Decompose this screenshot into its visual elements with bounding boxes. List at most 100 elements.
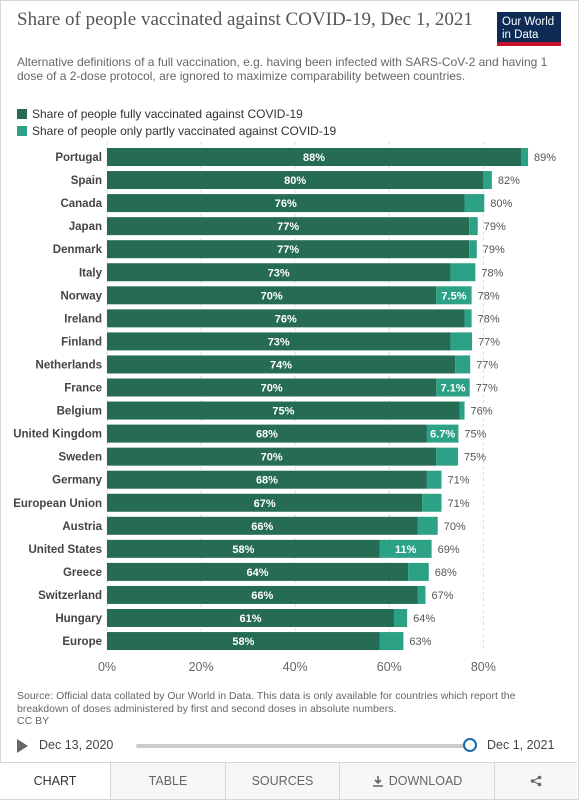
owid-logo[interactable]: Our World in Data — [497, 12, 561, 46]
category-label: Norway — [60, 290, 102, 302]
bar-partly-vaccinated — [469, 240, 477, 259]
bar-fully-vaccinated — [107, 309, 465, 328]
data-label-full: 73% — [268, 336, 290, 348]
data-label-full: 68% — [256, 429, 278, 441]
data-label-full: 88% — [303, 152, 325, 164]
bar-partly-vaccinated — [426, 470, 442, 489]
data-label-total: 78% — [478, 290, 500, 302]
timeline-end-date: Dec 1, 2021 — [487, 738, 555, 752]
download-label: DOWNLOAD — [388, 774, 463, 788]
bar-fully-vaccinated — [107, 378, 437, 397]
play-icon[interactable] — [17, 739, 28, 753]
data-label-full: 70% — [261, 290, 283, 302]
data-label-full: 67% — [254, 498, 276, 510]
share-button[interactable] — [495, 763, 577, 799]
data-label-full: 64% — [247, 567, 269, 579]
chart-subtitle: Alternative definitions of a full vaccin… — [17, 55, 548, 83]
legend-item-partial[interactable]: Share of people only partly vaccinated a… — [17, 122, 336, 139]
bar-fully-vaccinated — [107, 263, 451, 282]
timeline-handle[interactable] — [463, 738, 477, 752]
x-tick-label: 0% — [98, 660, 116, 674]
bar-fully-vaccinated — [107, 401, 460, 420]
category-label: Ireland — [64, 313, 102, 325]
logo-line-2: in Data — [502, 29, 539, 41]
license-text[interactable]: CC BY — [17, 715, 50, 727]
data-label-full: 74% — [270, 359, 292, 371]
bar-partly-vaccinated — [417, 516, 438, 535]
bar-fully-vaccinated — [107, 493, 423, 512]
tab-download[interactable]: DOWNLOAD — [340, 763, 495, 799]
category-label: United States — [29, 544, 103, 556]
bar-partly-vaccinated — [464, 309, 472, 328]
bar-partly-vaccinated — [483, 171, 492, 190]
data-label-total: 69% — [438, 544, 460, 556]
data-label-total: 75% — [464, 429, 486, 441]
data-label-full: 77% — [277, 221, 299, 233]
x-tick-label: 40% — [283, 660, 308, 674]
category-label: Greece — [63, 567, 102, 579]
data-label-full: 61% — [239, 613, 261, 625]
category-label: Canada — [60, 198, 102, 210]
data-label-total: 77% — [478, 336, 500, 348]
logo-line-1: Our World — [502, 16, 555, 28]
bar-fully-vaccinated — [107, 217, 470, 236]
data-label-total: 78% — [478, 313, 500, 325]
bar-partly-vaccinated — [436, 447, 458, 466]
bar-fully-vaccinated — [107, 585, 418, 604]
bar-fully-vaccinated — [107, 447, 437, 466]
data-label-full: 76% — [275, 198, 297, 210]
tab-table[interactable]: TABLE — [111, 763, 226, 799]
data-label-full: 76% — [275, 313, 297, 325]
bar-partly-vaccinated — [459, 401, 465, 420]
data-label-full: 70% — [261, 383, 283, 395]
bar-partly-vaccinated — [379, 632, 404, 651]
data-label-full: 66% — [251, 590, 273, 602]
legend-swatch-full — [17, 108, 27, 119]
tab-chart[interactable]: CHART — [0, 763, 111, 799]
data-label-partial: 11% — [395, 544, 417, 556]
category-label: France — [64, 383, 102, 395]
bar-partly-vaccinated — [422, 493, 442, 512]
category-label: Switzerland — [38, 590, 102, 602]
x-tick-label: 80% — [471, 660, 496, 674]
data-label-full: 80% — [284, 175, 306, 187]
data-label-full: 58% — [232, 544, 254, 556]
bar-fully-vaccinated — [107, 171, 484, 190]
category-label: Austria — [62, 521, 102, 533]
tab-sources[interactable]: SOURCES — [226, 763, 340, 799]
bar-partly-vaccinated — [436, 286, 472, 305]
category-label: Sweden — [59, 452, 102, 464]
bar-fully-vaccinated — [107, 148, 521, 166]
source-note: Source: Official data collated by Our Wo… — [17, 690, 562, 728]
data-label-total: 89% — [534, 152, 556, 164]
data-label-total: 79% — [483, 244, 505, 256]
share-icon — [530, 775, 542, 787]
category-label: Germany — [52, 475, 102, 487]
bar-partly-vaccinated — [393, 609, 408, 627]
source-text: Source: Official data collated by Our Wo… — [17, 690, 516, 715]
data-label-total: 71% — [447, 475, 469, 487]
category-label: Belgium — [57, 406, 102, 418]
bar-partly-vaccinated — [379, 539, 432, 558]
data-label-total: 71% — [447, 498, 469, 510]
timeline: Dec 13, 2020 Dec 1, 2021 — [0, 733, 579, 759]
category-label: Europe — [62, 636, 102, 648]
category-label: Spain — [71, 175, 102, 187]
bar-fully-vaccinated — [107, 194, 465, 213]
category-label: Finland — [61, 336, 102, 348]
bar-fully-vaccinated — [107, 470, 427, 489]
data-label-total: 76% — [471, 406, 493, 418]
bar-partly-vaccinated — [426, 424, 459, 443]
data-label-total: 70% — [444, 521, 466, 533]
bar-fully-vaccinated — [107, 609, 394, 627]
timeline-track[interactable] — [136, 744, 472, 748]
legend-item-full[interactable]: Share of people fully vaccinated against… — [17, 105, 336, 122]
category-label: European Union — [13, 498, 102, 510]
data-label-full: 58% — [232, 636, 254, 648]
bar-fully-vaccinated — [107, 539, 380, 558]
data-label-total: 80% — [490, 198, 512, 210]
bar-fully-vaccinated — [107, 240, 470, 259]
bar-partly-vaccinated — [408, 562, 429, 581]
legend: Share of people fully vaccinated against… — [17, 105, 336, 139]
bar-fully-vaccinated — [107, 632, 380, 651]
